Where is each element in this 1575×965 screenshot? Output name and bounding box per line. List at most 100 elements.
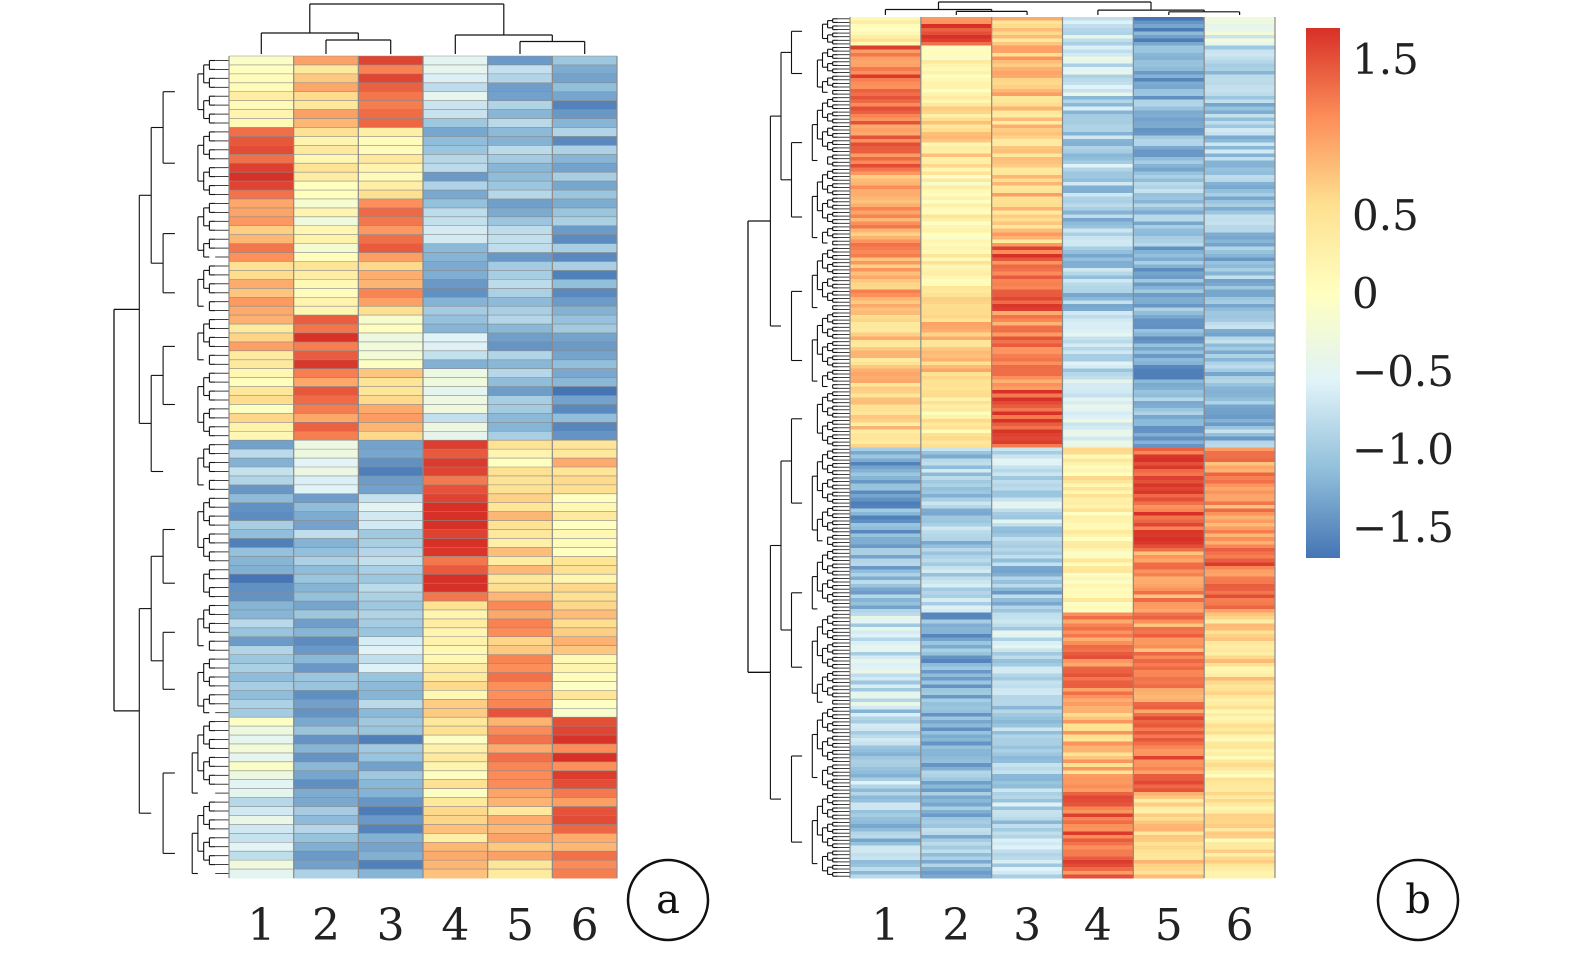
heatmap-cell xyxy=(423,779,489,790)
heatmap-cell xyxy=(1204,325,1276,330)
heatmap-cell xyxy=(552,645,618,656)
heatmap-cell xyxy=(991,110,1063,115)
heatmap-cell xyxy=(1133,300,1205,305)
heatmap-cell xyxy=(920,332,993,337)
heatmap-cell xyxy=(552,288,618,298)
heatmap-cell xyxy=(991,512,1063,517)
heatmap-cell xyxy=(1204,551,1276,556)
heatmap-cell xyxy=(1062,203,1134,208)
heatmap-cell xyxy=(850,207,922,212)
heatmap-cell xyxy=(358,350,424,361)
heatmap-cell xyxy=(229,833,295,843)
heatmap-cell xyxy=(1204,429,1276,434)
heatmap-cell xyxy=(1062,77,1134,82)
heatmap-cell xyxy=(1204,318,1276,323)
heatmap-cell xyxy=(1133,669,1205,674)
heatmap-cell xyxy=(920,106,993,111)
heatmap-cell xyxy=(850,806,922,811)
heatmap-cell xyxy=(991,784,1063,789)
heatmap-cell xyxy=(358,529,424,539)
heatmap-cell xyxy=(1062,81,1134,86)
heatmap-cell xyxy=(229,332,295,343)
heatmap-cell xyxy=(991,429,1063,434)
heatmap-cell xyxy=(1062,558,1134,563)
heatmap-cell xyxy=(991,260,1063,265)
heatmap-cell xyxy=(1204,418,1276,423)
heatmap-cell xyxy=(1133,712,1205,717)
heatmap-cell xyxy=(552,869,618,879)
heatmap-cell xyxy=(920,250,993,255)
heatmap-cell xyxy=(850,156,922,161)
heatmap-cell xyxy=(1204,759,1276,764)
heatmap-cell xyxy=(1133,695,1205,700)
heatmap-cell xyxy=(1133,655,1205,660)
heatmap-cell xyxy=(1062,239,1134,244)
heatmap-cell xyxy=(920,164,993,169)
heatmap-cell xyxy=(920,225,993,230)
heatmap-cell xyxy=(850,712,922,717)
heatmap-cell xyxy=(850,235,922,240)
heatmap-cell xyxy=(552,860,618,870)
heatmap-cell xyxy=(920,149,993,154)
heatmap-cell xyxy=(850,709,922,714)
heatmap-cell xyxy=(1204,260,1276,265)
heatmap-cell xyxy=(293,118,359,128)
heatmap-cell xyxy=(850,791,922,796)
heatmap-cell xyxy=(1204,842,1276,847)
heatmap-cell xyxy=(1133,178,1205,183)
heatmap-cell xyxy=(920,17,993,21)
heatmap-cell xyxy=(920,228,993,233)
heatmap-cell xyxy=(293,225,359,236)
heatmap-cell xyxy=(1062,286,1134,291)
heatmap-cell xyxy=(850,275,922,280)
heatmap-cell xyxy=(552,788,618,798)
heatmap-cell xyxy=(1204,63,1276,68)
heatmap-cell xyxy=(991,45,1063,50)
heatmap-cell xyxy=(991,537,1063,542)
heatmap-cell xyxy=(991,156,1063,161)
heatmap-cell xyxy=(1133,644,1205,649)
heatmap-cell xyxy=(423,618,489,629)
heatmap-cell xyxy=(850,838,922,843)
heatmap-cell xyxy=(1133,418,1205,423)
heatmap-cell xyxy=(920,178,993,183)
heatmap-cell xyxy=(229,449,295,459)
heatmap-cell xyxy=(487,109,553,119)
heatmap-cell xyxy=(1133,522,1205,527)
heatmap-cell xyxy=(1133,802,1205,807)
heatmap-cell xyxy=(991,364,1063,369)
heatmap-cell xyxy=(850,849,922,854)
heatmap-cell xyxy=(850,547,922,552)
heatmap-cell xyxy=(991,63,1063,68)
heatmap-cell xyxy=(1133,608,1205,613)
heatmap-cell xyxy=(850,164,922,169)
heatmap-cell xyxy=(1204,124,1276,129)
heatmap-cell xyxy=(487,56,553,66)
heatmap-cell xyxy=(1133,156,1205,161)
heatmap-cell xyxy=(1204,845,1276,850)
heatmap-cell xyxy=(552,82,618,93)
heatmap-cell xyxy=(920,296,993,301)
heatmap-cell xyxy=(1133,662,1205,667)
heatmap-cell xyxy=(1062,138,1134,143)
heatmap-cell xyxy=(991,802,1063,807)
heatmap-cell xyxy=(1133,368,1205,373)
heatmap-cell xyxy=(1204,99,1276,104)
heatmap-cell xyxy=(293,163,359,173)
heatmap-cell xyxy=(293,198,359,209)
heatmap-cell xyxy=(991,95,1063,100)
heatmap-cell xyxy=(1133,27,1205,32)
heatmap-cell xyxy=(293,127,359,137)
heatmap-cell xyxy=(1133,576,1205,581)
heatmap-cell xyxy=(358,243,424,253)
heatmap-cell xyxy=(920,372,993,377)
heatmap-cell xyxy=(850,519,922,524)
heatmap-cell xyxy=(1133,784,1205,789)
heatmap-cell xyxy=(1204,17,1276,21)
heatmap-cell xyxy=(1204,458,1276,463)
heatmap-cell xyxy=(920,128,993,133)
heatmap-cell xyxy=(1204,182,1276,187)
heatmap-cell xyxy=(423,824,489,834)
heatmap-cell xyxy=(1133,673,1205,678)
heatmap-cell xyxy=(1133,777,1205,782)
